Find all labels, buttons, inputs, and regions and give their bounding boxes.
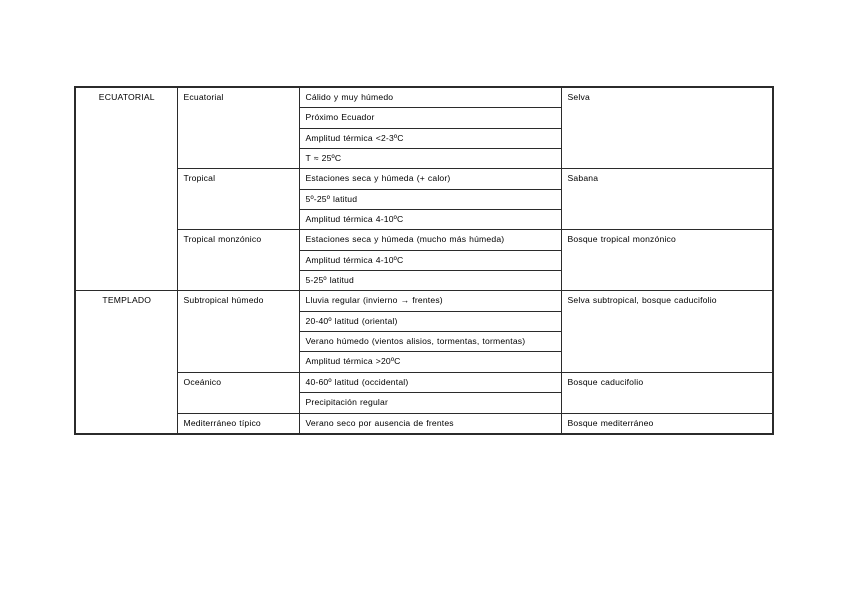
table-row: TEMPLADO Subtropical húmedo Lluvia regular…	[74, 290, 774, 435]
climate-type-cell: Oceánico	[176, 371, 300, 414]
vegetation-cell: Bosque caducifolio	[560, 371, 774, 414]
characteristic-cell: 20-40º latitud (oriental)	[298, 310, 562, 333]
characteristic-cell: Estaciones seca y húmeda (+ calor)	[298, 168, 562, 190]
table-row: Tropical monzónico Estaciones seca y húme…	[75, 229, 774, 292]
table-row: ECUATORIAL Ecuatorial Cálido y muy húmedo S…	[74, 86, 774, 292]
table-row: Tropical Estaciones seca y húmeda (+ calo…	[75, 168, 774, 231]
vegetation-cell: Bosque mediterráneo	[560, 412, 774, 435]
vegetation-cell: Selva	[560, 86, 774, 170]
climate-type-cell: Mediterráneo típico	[176, 412, 300, 435]
characteristic-cell: Verano seco por ausencia de frentes	[298, 412, 562, 435]
characteristic-cell: Lluvia regular (invierno → frentes)	[298, 290, 562, 312]
vegetation-cell: Sabana	[560, 168, 774, 231]
characteristic-cell: 5º-25º latitud	[298, 188, 562, 211]
climate-type-cell: Tropical monzónico	[176, 229, 300, 292]
climate-type-cell: Subtropical húmedo	[176, 290, 300, 373]
table-row: Precipitación regular	[75, 392, 773, 414]
table-body: ECUATORIAL Ecuatorial Cálido y muy húmedo S…	[74, 86, 774, 435]
vegetation-cell: Selva subtropical, bosque caducifolio	[560, 290, 774, 373]
characteristic-cell: Próximo Ecuador	[298, 107, 562, 129]
characteristic-cell: Verano húmedo (vientos alisios, tormenta…	[298, 331, 562, 353]
characteristic-cell: T ≈ 25ºC	[298, 148, 562, 170]
table-row: Oceánico 40-60º latitud (occidental) Bosqu…	[75, 371, 774, 414]
characteristic-cell: Amplitud térmica 4-10ºC	[298, 209, 562, 231]
climate-classification-table: ECUATORIAL Ecuatorial Cálido y muy húmedo S…	[74, 86, 774, 435]
table-row: Mediterráneo típico Verano seco por ausen…	[75, 412, 774, 435]
characteristic-cell: Amplitud térmica >20ºC	[298, 351, 562, 373]
characteristic-cell: Amplitud térmica 4-10ºC	[298, 249, 562, 272]
zone-label-cell: TEMPLADO	[74, 290, 178, 435]
climate-type-cell: Ecuatorial	[176, 86, 300, 170]
characteristic-cell: Cálido y muy húmedo	[298, 86, 562, 109]
characteristic-cell: 5-25º latitud	[298, 270, 562, 292]
climate-type-cell: Tropical	[176, 168, 300, 231]
characteristic-cell: Estaciones seca y húmeda (mucho más húme…	[298, 229, 562, 251]
characteristic-cell: Amplitud térmica <2-3ºC	[298, 127, 562, 150]
zone-label-cell: ECUATORIAL	[74, 86, 178, 292]
characteristic-cell: Precipitación regular	[298, 392, 562, 414]
vegetation-cell: Bosque tropical monzónico	[560, 229, 774, 292]
characteristic-cell: 40-60º latitud (occidental)	[298, 371, 562, 394]
